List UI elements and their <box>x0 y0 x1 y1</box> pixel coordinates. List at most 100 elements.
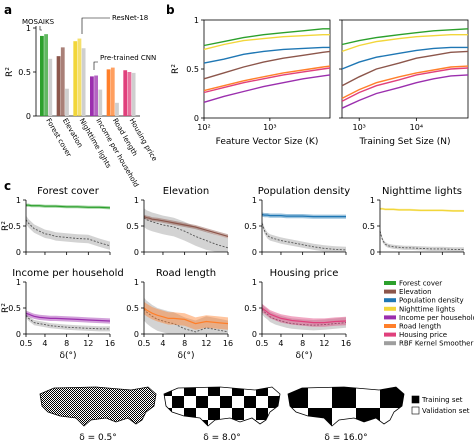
checker-cell <box>184 396 196 408</box>
checker-cell <box>244 387 256 396</box>
b1-line-forest-cover <box>203 28 330 47</box>
b2-line-population-density <box>341 46 468 70</box>
a-bar-elevation-mosaiks <box>56 56 61 116</box>
legend-swatch-rbf-kernel-smoother <box>384 341 396 346</box>
b1-y-tick-label: 1 <box>194 16 199 25</box>
c-road-length-y-tick-label: 0 <box>134 330 139 339</box>
legend-label-housing-price: Housing price <box>399 331 447 339</box>
c-income-per-household-title: Income per household <box>12 268 124 279</box>
checker-cell <box>256 420 268 426</box>
legend-label-road-length: Road length <box>399 323 441 331</box>
us-map-1 <box>39 386 157 427</box>
legend-label-rbf-kernel-smoother: RBF Kernel Smoother <box>399 340 473 348</box>
checker-cell <box>268 408 280 420</box>
c-nighttime-lights-line <box>380 208 464 212</box>
c-income-per-household-y-tick-label: 0 <box>16 330 21 339</box>
checker-cell <box>164 387 172 396</box>
checker-cell <box>208 420 220 426</box>
legend-swatch-population-density <box>384 298 396 303</box>
checker-cell <box>220 408 232 420</box>
c-forest-cover-validation-band <box>26 215 110 250</box>
c-road-length-validation-line <box>143 308 229 333</box>
legend-label-nighttime-lights: Nighttime lights <box>399 305 455 313</box>
legend-swatch-housing-price <box>384 332 396 337</box>
c-road-length-x-tick-label: 16 <box>223 339 233 348</box>
fine-checker <box>40 387 156 426</box>
us-map-3 <box>287 386 405 427</box>
c-housing-price-band <box>262 303 346 327</box>
c-nighttime-lights-validation-line <box>379 231 464 250</box>
c-population-density-y-tick-label: 0 <box>252 248 257 257</box>
checker-cell <box>268 420 280 426</box>
checker-cell <box>268 387 280 396</box>
c-forest-cover-line <box>26 204 111 209</box>
c-housing-price-y-tick-label: 1 <box>252 278 257 287</box>
c-income-per-household-x-tick-label: 16 <box>105 339 115 348</box>
c-elevation-y-tick-label: 0 <box>134 248 139 257</box>
a-bar-elevation-pre-trained-cnn <box>65 88 69 116</box>
checker-cell <box>232 420 244 426</box>
b2-x-axis-title: Training Set Size (N) <box>358 137 450 147</box>
c-nighttime-lights-y-tick-label: 0 <box>370 248 375 257</box>
legend-training-swatch <box>411 395 420 404</box>
b2-x-tick-label: 10³ <box>353 123 366 132</box>
checker-cell <box>280 420 292 432</box>
a-annotation-resnet: ResNet-18 <box>112 14 148 22</box>
c-housing-price-line <box>261 307 347 324</box>
c-forest-cover-validation-line <box>25 219 111 247</box>
c-housing-price-x-tick-label: 0.5 <box>256 339 269 348</box>
us-outline <box>287 386 405 427</box>
map-delta-label: δ = 0.5° <box>79 433 117 443</box>
b2-x-tick-label: 10⁴ <box>410 123 423 132</box>
checker-cell <box>244 408 256 420</box>
c-road-length-x-tick-label: 4 <box>160 339 165 348</box>
c-population-density-line <box>261 214 346 218</box>
c-elevation-title: Elevation <box>163 186 209 197</box>
checker-cell <box>220 396 232 408</box>
b2-line-housing-price <box>341 67 469 102</box>
a-bar-nighttime-lights-pre-trained-cnn <box>81 48 86 116</box>
us-outline <box>39 386 157 427</box>
checker-cell <box>332 408 356 426</box>
checker-cell <box>196 420 208 426</box>
checker-cell <box>268 396 280 408</box>
b1-y-tick-label: 0.5 <box>186 65 199 74</box>
c-nighttime-lights-y-tick-label: 1 <box>370 196 375 205</box>
a-bar-housing-price-pre-trained-cnn <box>131 72 136 116</box>
b2-line-income-per-household <box>341 74 469 109</box>
checker-cell <box>184 408 196 420</box>
panel-label-b: b <box>166 3 175 17</box>
a-bar-income-per-household-pre-trained-cnn <box>98 89 103 116</box>
b1-x-tick-label: 10³ <box>263 123 276 132</box>
c-income-per-household-x-axis-title: δ(°) <box>59 351 76 361</box>
b1-line-population-density <box>203 46 330 64</box>
c-elevation-validation-line <box>143 217 229 249</box>
checker-cell <box>244 420 256 426</box>
checker-cell <box>196 387 208 396</box>
c-road-length-validation-band <box>144 297 228 334</box>
c-road-length-band <box>144 301 228 330</box>
b1-y-axis-title: R² <box>171 64 181 74</box>
c-nighttime-lights-validation-band <box>380 229 464 252</box>
c-housing-price-x-tick-label: 16 <box>341 339 351 348</box>
c-road-length-x-tick-label: 12 <box>201 339 211 348</box>
c-housing-price-validation-band <box>262 303 346 331</box>
us-map-fill <box>288 387 404 426</box>
c-elevation-line <box>143 216 229 237</box>
us-map-fill <box>164 387 292 432</box>
checker-cell <box>172 396 184 408</box>
checker-cell <box>280 408 292 420</box>
a-y-tick-label: 1 <box>26 24 31 33</box>
a-y-tick-label: 0.5 <box>18 68 31 77</box>
c-population-density-validation-band <box>262 220 346 252</box>
b1-line-nighttime-lights <box>203 34 330 51</box>
a-bar-forest-cover-pre-trained-cnn <box>48 58 53 116</box>
a-bar-forest-cover-mosaiks <box>40 35 44 116</box>
panel-c-spatial-extrapolation: Forest cover00.51R²Elevation00.51Populat… <box>1 186 465 361</box>
us-outline <box>163 386 281 427</box>
c-elevation-y-tick-label: 0.5 <box>126 222 139 231</box>
a-bar-elevation-resnet-18 <box>60 47 65 116</box>
us-map-2 <box>163 386 292 432</box>
